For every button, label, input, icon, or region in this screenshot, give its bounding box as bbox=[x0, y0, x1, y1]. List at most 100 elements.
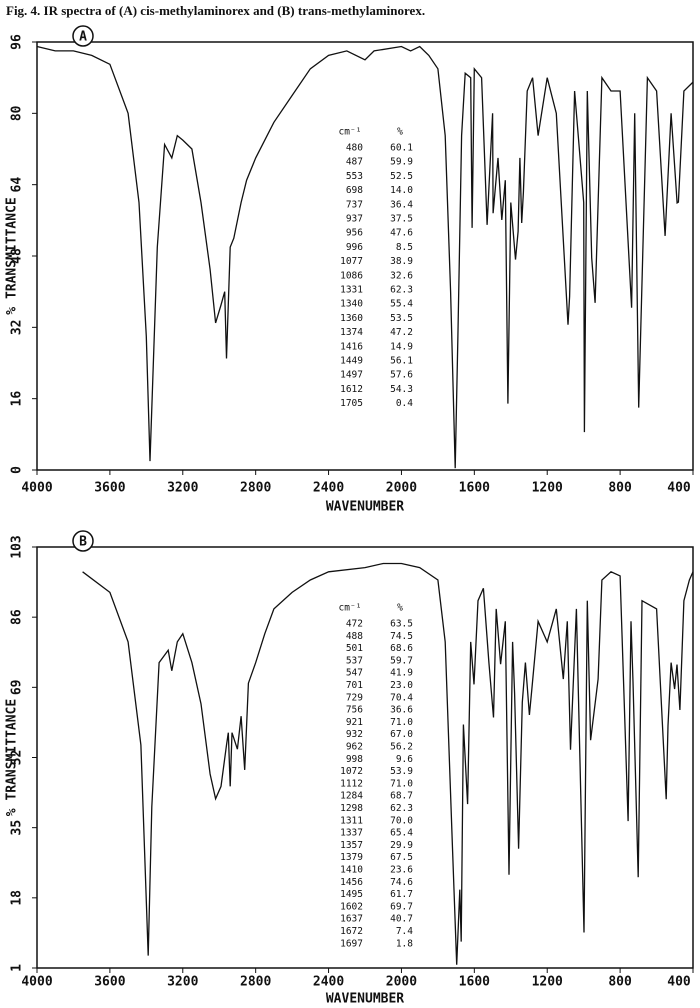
y-axis-label: % TRANSMITTANCE bbox=[5, 197, 20, 314]
x-tick-label: 4000 bbox=[21, 975, 52, 990]
table-cell: 487 bbox=[346, 157, 363, 168]
table-cell: 1077 bbox=[340, 256, 363, 267]
table-cell: 67.0 bbox=[390, 729, 413, 740]
table-cell: 63.5 bbox=[390, 619, 413, 630]
x-tick-label: 3600 bbox=[94, 975, 125, 990]
x-tick-label: 1600 bbox=[459, 481, 490, 496]
y-tick-label: 52 bbox=[10, 750, 25, 766]
table-cell: 1612 bbox=[340, 384, 363, 395]
table-cell: 932 bbox=[346, 729, 363, 740]
table-cell: 41.9 bbox=[390, 668, 413, 679]
table-cell: 996 bbox=[346, 242, 363, 253]
table-cell: 61.7 bbox=[390, 889, 413, 900]
table-cell: 47.2 bbox=[390, 327, 413, 338]
table-cell: 1072 bbox=[340, 766, 363, 777]
y-tick-label: 0 bbox=[10, 466, 25, 474]
table-cell: 23.0 bbox=[390, 680, 413, 691]
y-tick-label: 80 bbox=[10, 105, 25, 121]
plot-frame bbox=[36, 41, 694, 471]
table-cell: 1697 bbox=[340, 938, 363, 949]
x-tick-label: 1600 bbox=[459, 975, 490, 990]
table-cell: 57.6 bbox=[390, 370, 413, 381]
table-cell: 547 bbox=[346, 668, 363, 679]
table-cell: 756 bbox=[346, 705, 363, 716]
x-tick-label: 4000 bbox=[21, 481, 52, 496]
x-tick-label: 800 bbox=[608, 481, 632, 496]
table-cell: 68.6 bbox=[390, 643, 413, 654]
table-cell: 8.5 bbox=[396, 242, 413, 253]
y-tick-label: 18 bbox=[10, 890, 25, 906]
y-tick-label: 96 bbox=[10, 34, 25, 50]
table-cell: 70.4 bbox=[390, 692, 413, 703]
table-cell: 998 bbox=[346, 754, 363, 765]
table-cell: 1449 bbox=[340, 356, 363, 367]
table-cell: 55.4 bbox=[390, 299, 413, 310]
x-axis-label: WAVENUMBER bbox=[326, 500, 404, 515]
table-cell: 74.6 bbox=[390, 877, 413, 888]
table-cell: 32.6 bbox=[390, 270, 413, 281]
table-header: cm⁻¹ bbox=[339, 127, 362, 138]
table-cell: 1337 bbox=[340, 828, 363, 839]
table-cell: 1410 bbox=[340, 865, 363, 876]
table-cell: 1705 bbox=[340, 398, 363, 409]
table-cell: 0.4 bbox=[396, 398, 413, 409]
y-tick-label: 48 bbox=[10, 248, 25, 264]
table-cell: 40.7 bbox=[390, 914, 413, 925]
table-header: % bbox=[397, 127, 403, 138]
table-cell: 69.7 bbox=[390, 901, 413, 912]
y-axis-label: % TRANSMITTANCE bbox=[5, 699, 20, 816]
table-header: % bbox=[397, 603, 403, 614]
table-cell: 1340 bbox=[340, 299, 363, 310]
spectrum-line bbox=[36, 45, 694, 469]
y-tick-label: 1 bbox=[10, 964, 25, 972]
table-cell: 36.4 bbox=[390, 199, 413, 210]
x-tick-label: 3600 bbox=[94, 481, 125, 496]
table-cell: 56.2 bbox=[390, 742, 413, 753]
table-cell: 59.9 bbox=[390, 157, 413, 168]
table-cell: 737 bbox=[346, 199, 363, 210]
table-cell: 472 bbox=[346, 619, 363, 630]
table-cell: 38.9 bbox=[390, 256, 413, 267]
table-cell: 1360 bbox=[340, 313, 363, 324]
table-cell: 65.4 bbox=[390, 828, 413, 839]
table-cell: 1379 bbox=[340, 852, 363, 863]
caption: Fig. 4. IR spectra of (A) cis-methylamin… bbox=[6, 3, 425, 18]
table-cell: 7.4 bbox=[396, 926, 413, 937]
table-cell: 1284 bbox=[340, 791, 363, 802]
x-tick-label: 2400 bbox=[313, 481, 344, 496]
table-cell: 1416 bbox=[340, 341, 363, 352]
table-cell: 37.5 bbox=[390, 214, 413, 225]
table-cell: 59.7 bbox=[390, 655, 413, 666]
table-header: cm⁻¹ bbox=[339, 603, 362, 614]
table-cell: 62.3 bbox=[390, 285, 413, 296]
x-axis-label: WAVENUMBER bbox=[326, 992, 404, 1007]
y-tick-label: 103 bbox=[10, 535, 25, 558]
y-tick-label: 86 bbox=[10, 609, 25, 625]
table-cell: 29.9 bbox=[390, 840, 413, 851]
table-cell: 962 bbox=[346, 742, 363, 753]
table-cell: 9.6 bbox=[396, 754, 413, 765]
table-cell: 70.0 bbox=[390, 815, 413, 826]
table-cell: 53.9 bbox=[390, 766, 413, 777]
table-cell: 1086 bbox=[340, 270, 363, 281]
y-tick-label: 35 bbox=[10, 820, 25, 836]
table-cell: 1456 bbox=[340, 877, 363, 888]
table-cell: 1357 bbox=[340, 840, 363, 851]
x-tick-label: 2800 bbox=[240, 481, 271, 496]
table-cell: 23.6 bbox=[390, 865, 413, 876]
x-tick-label: 1200 bbox=[532, 975, 563, 990]
table-cell: 729 bbox=[346, 692, 363, 703]
table-cell: 698 bbox=[346, 185, 363, 196]
table-cell: 14.9 bbox=[390, 341, 413, 352]
table-cell: 52.5 bbox=[390, 171, 413, 182]
table-cell: 488 bbox=[346, 631, 363, 642]
x-tick-label: 2000 bbox=[386, 975, 417, 990]
panel-label: A bbox=[79, 30, 87, 45]
x-tick-label: 800 bbox=[608, 975, 632, 990]
x-tick-label: 3200 bbox=[167, 481, 198, 496]
x-tick-label: 1200 bbox=[532, 481, 563, 496]
y-tick-label: 64 bbox=[10, 177, 25, 193]
plot-frame bbox=[36, 546, 694, 969]
